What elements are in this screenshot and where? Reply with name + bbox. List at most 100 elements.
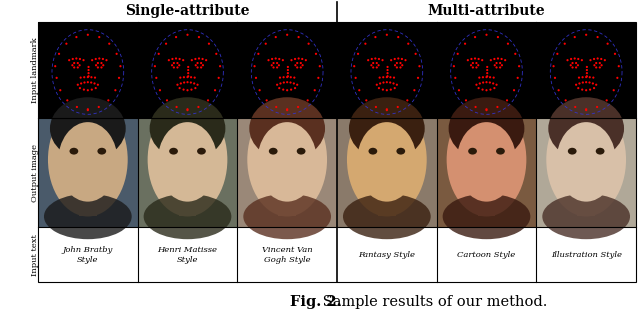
Point (83, 88, 93, 93)
Point (593, 35, 603, 40)
Point (83, 108, 93, 113)
Ellipse shape (50, 97, 125, 160)
Point (368, 61, 378, 66)
Point (313, 75, 323, 80)
Bar (38, 22, 636, 282)
Point (67, 63, 77, 68)
Point (475, 81, 485, 86)
Point (563, 58, 573, 63)
Point (574, 81, 584, 86)
Point (68, 57, 78, 62)
Point (454, 88, 464, 93)
Ellipse shape (143, 194, 231, 239)
Text: Single-attribute: Single-attribute (125, 4, 250, 19)
Point (367, 57, 377, 62)
Point (69, 65, 79, 70)
Point (489, 86, 499, 91)
Point (83, 107, 93, 112)
Ellipse shape (44, 194, 132, 239)
Point (474, 75, 484, 80)
Point (75, 86, 85, 91)
Point (262, 98, 272, 103)
Point (383, 74, 393, 79)
Point (303, 98, 313, 103)
Point (489, 57, 499, 62)
Point (198, 63, 208, 68)
Point (275, 75, 285, 80)
Point (98, 63, 108, 68)
Point (211, 51, 221, 56)
Point (283, 74, 293, 79)
Point (253, 51, 264, 56)
Text: John Bratby
Style: John Bratby Style (63, 246, 113, 264)
Point (150, 64, 160, 69)
Ellipse shape (396, 148, 405, 154)
Point (486, 58, 496, 63)
Point (162, 98, 172, 103)
Point (571, 61, 581, 66)
Point (283, 71, 293, 76)
Point (179, 87, 189, 92)
Point (468, 61, 478, 66)
Point (282, 107, 292, 112)
Point (573, 63, 583, 68)
Point (492, 65, 502, 70)
Point (182, 80, 193, 85)
Ellipse shape (343, 194, 431, 239)
Point (286, 87, 296, 92)
Point (282, 108, 292, 113)
Point (386, 58, 396, 63)
Point (470, 35, 480, 40)
Ellipse shape (347, 103, 427, 216)
Point (497, 57, 507, 62)
Point (374, 86, 384, 91)
Point (214, 75, 224, 80)
Point (110, 88, 120, 93)
Point (374, 57, 384, 62)
Bar (38, 118, 138, 227)
Bar (179, 194, 196, 216)
Point (363, 58, 373, 63)
Point (104, 41, 115, 46)
Point (74, 63, 84, 68)
Point (274, 63, 284, 68)
Point (378, 87, 388, 92)
Point (198, 57, 208, 62)
Point (268, 65, 278, 70)
Point (577, 87, 588, 92)
Point (203, 98, 213, 103)
Point (73, 65, 83, 70)
Point (267, 57, 277, 62)
Point (191, 63, 201, 68)
Point (114, 75, 124, 80)
Point (94, 56, 104, 61)
Point (390, 86, 400, 91)
Text: Fantasy Style: Fantasy Style (358, 251, 415, 259)
Point (282, 32, 292, 37)
Point (488, 81, 499, 86)
Point (467, 57, 477, 62)
Point (402, 98, 412, 103)
Point (83, 32, 93, 37)
Point (97, 61, 107, 66)
Point (272, 61, 282, 66)
Point (91, 63, 101, 68)
Point (482, 74, 492, 79)
Point (296, 65, 306, 70)
Point (581, 108, 591, 113)
Ellipse shape (150, 97, 225, 160)
Point (372, 65, 382, 70)
Point (397, 57, 407, 62)
Point (554, 88, 564, 93)
Point (73, 82, 83, 87)
Point (54, 51, 64, 56)
Point (463, 58, 473, 63)
Point (566, 57, 576, 62)
Point (389, 75, 399, 80)
Bar (337, 118, 436, 227)
Point (79, 75, 90, 80)
Point (413, 75, 423, 80)
Point (586, 58, 596, 63)
Point (172, 82, 182, 87)
Ellipse shape (447, 103, 526, 216)
